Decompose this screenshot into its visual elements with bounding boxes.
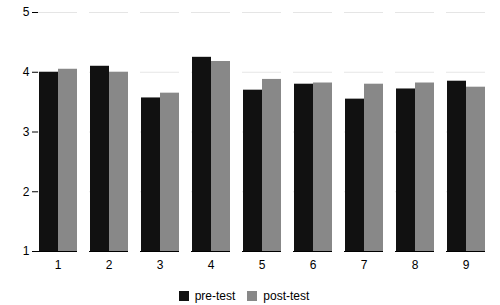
- svg-text:3: 3: [23, 125, 30, 139]
- svg-text:5: 5: [259, 258, 266, 272]
- svg-text:9: 9: [463, 258, 470, 272]
- svg-text:1: 1: [23, 244, 30, 258]
- svg-text:3: 3: [157, 258, 164, 272]
- html-text:pre-test: pre-test: [194, 288, 236, 303]
- svg-text:4: 4: [208, 258, 215, 272]
- svg-text:7: 7: [361, 258, 368, 272]
- svg-text:4: 4: [23, 65, 30, 79]
- svg-text:2: 2: [106, 258, 113, 272]
- html-text:post-test: post-test: [263, 288, 310, 303]
- svg-text:6: 6: [310, 258, 317, 272]
- svg-text:8: 8: [412, 258, 419, 272]
- svg-text:2: 2: [23, 185, 30, 199]
- svg-text:5: 5: [23, 5, 30, 19]
- svg-text:1: 1: [55, 258, 62, 272]
